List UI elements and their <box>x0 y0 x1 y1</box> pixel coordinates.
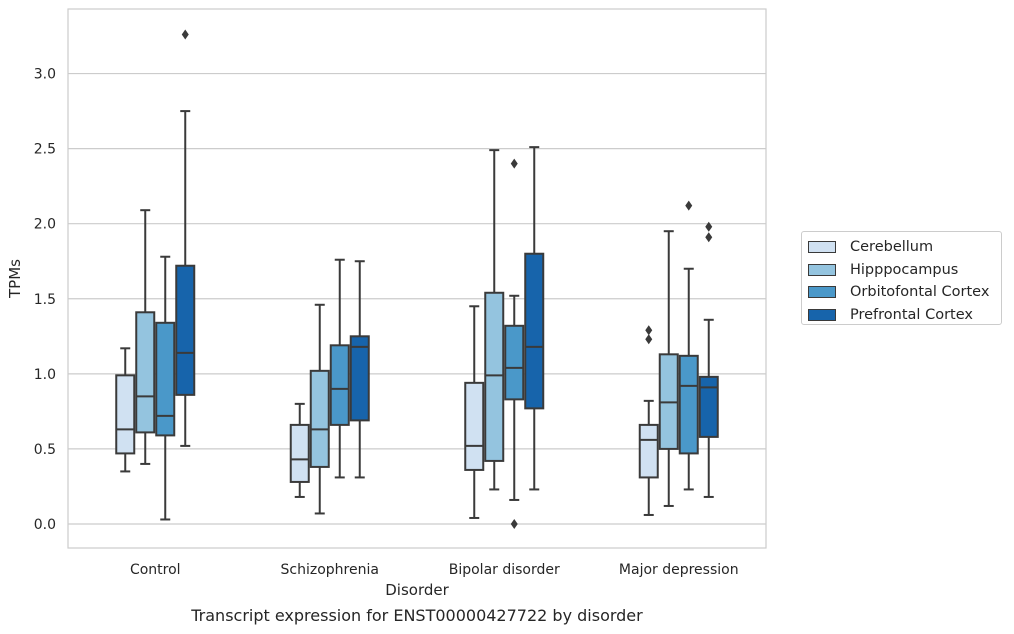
legend-item: Orbitofontal Cortex <box>808 281 1001 304</box>
grid-lines <box>68 72 766 525</box>
x-axis-label: Disorder <box>385 581 449 599</box>
box <box>329 258 350 479</box>
box-body <box>524 252 545 410</box>
box <box>524 146 545 491</box>
x-tick-label: Schizophrenia <box>281 562 379 578</box>
box-body <box>155 321 176 437</box>
box <box>289 402 310 498</box>
x-tick-labels: Control Schizophrenia Bipolar disorder Majo… <box>130 562 739 578</box>
box <box>309 303 330 515</box>
legend-swatch <box>808 308 836 321</box>
legend-swatch <box>808 263 836 276</box>
box-body <box>289 423 310 483</box>
y-axis-label: TPMs <box>6 259 24 299</box>
box <box>349 260 370 479</box>
y-tick-label: 2.0 <box>34 217 56 233</box>
legend-swatch <box>808 286 836 299</box>
legend: Cerebellum Hipppocampus Orbitofontal Corte… <box>801 231 1002 325</box>
chart-caption: Transcript expression for ENST0000042772… <box>191 606 643 625</box>
x-tick-label: Major depression <box>619 562 739 578</box>
box-body <box>504 324 525 401</box>
plot-frame <box>67 8 767 549</box>
outlier-point <box>181 29 189 40</box>
y-tick-label: 0.0 <box>34 517 56 533</box>
outlier-point <box>510 518 518 529</box>
box-body <box>115 374 136 455</box>
box-body <box>464 381 485 471</box>
y-tick-label: 3.0 <box>34 67 56 83</box>
box <box>698 221 719 498</box>
outlier-point <box>705 221 713 232</box>
box <box>135 209 156 465</box>
y-tick-label: 2.5 <box>34 142 56 158</box>
box <box>484 149 505 491</box>
box <box>115 347 136 473</box>
legend-label: Hipppocampus <box>850 261 959 278</box>
y-tick-labels: 0.0 0.5 1.0 1.5 2.0 2.5 3.0 <box>34 67 56 533</box>
box <box>638 325 659 516</box>
x-tick-label: Control <box>130 562 181 578</box>
box-body <box>329 344 350 426</box>
box <box>504 158 525 529</box>
outlier-point <box>645 325 653 336</box>
legend-item: Hipppocampus <box>808 259 1001 282</box>
outlier-point <box>705 232 713 243</box>
box-body <box>349 335 370 422</box>
box <box>678 200 699 491</box>
box-body <box>135 311 156 434</box>
legend-swatch <box>808 241 836 254</box>
box-body <box>484 291 505 462</box>
outlier-point <box>645 334 653 345</box>
legend-item: Cerebellum <box>808 236 1001 259</box>
box-body <box>678 354 699 455</box>
box-series <box>115 29 719 529</box>
box <box>155 255 176 521</box>
outlier-point <box>685 200 693 211</box>
box-body <box>638 423 659 479</box>
y-tick-label: 1.5 <box>34 292 56 308</box>
legend-label: Prefrontal Cortex <box>850 306 973 323</box>
box <box>464 305 485 519</box>
outlier-point <box>510 158 518 169</box>
legend-label: Orbitofontal Cortex <box>850 284 990 301</box>
box <box>658 230 679 507</box>
box-body <box>698 375 719 438</box>
box-body <box>309 369 330 468</box>
box-body <box>175 264 196 396</box>
legend-label: Cerebellum <box>850 239 934 256</box>
x-tick-label: Bipolar disorder <box>449 562 560 578</box>
y-tick-label: 1.0 <box>34 367 56 383</box>
box <box>175 29 196 447</box>
legend-item: Prefrontal Cortex <box>808 304 1001 327</box>
y-tick-label: 0.5 <box>34 442 56 458</box>
